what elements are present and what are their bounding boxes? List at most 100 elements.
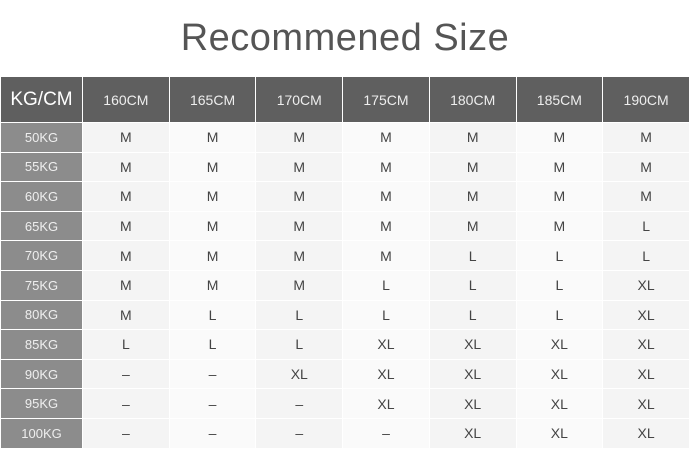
size-cell: XL <box>515 388 604 419</box>
size-cell: M <box>168 269 257 301</box>
size-cell: M <box>342 210 430 242</box>
table-row: 60KG M M M M M M M <box>0 181 690 212</box>
size-cell: M <box>515 181 604 212</box>
size-cell: M <box>515 122 604 153</box>
size-cell: – <box>255 388 344 419</box>
table-row: 95KG – – – XL XL XL XL <box>0 388 690 419</box>
table-row: 55KG M M M M M M M <box>0 151 690 183</box>
size-cell: M <box>342 240 430 271</box>
size-cell: L <box>602 210 690 242</box>
weight-header: 70KG <box>0 240 83 271</box>
size-cell: M <box>82 151 170 183</box>
size-cell: XL <box>428 329 517 360</box>
size-cell: XL <box>428 417 517 449</box>
table-row: 85KG L L L XL XL XL XL <box>0 329 690 360</box>
table-row: 80KG M L L L L L XL <box>0 299 690 331</box>
weight-header: 65KG <box>0 210 83 242</box>
size-cell: M <box>82 269 170 301</box>
size-cell: M <box>255 151 344 183</box>
size-cell: XL <box>602 417 690 449</box>
size-cell: M <box>255 269 344 301</box>
size-cell: XL <box>602 388 690 419</box>
height-header: 180CM <box>428 76 517 123</box>
table-row: 90KG – – XL XL XL XL XL <box>0 358 690 390</box>
size-cell: XL <box>342 388 430 419</box>
size-cell: L <box>602 240 690 271</box>
size-cell: L <box>428 269 517 301</box>
table-row: 50KG M M M M M M M <box>0 122 690 153</box>
size-cell: M <box>602 181 690 212</box>
page-title: Recommened Size <box>180 16 510 59</box>
table-row: 75KG M M M L L L XL <box>0 269 690 301</box>
weight-header: 55KG <box>0 151 83 183</box>
size-cell: M <box>342 122 430 153</box>
size-cell: M <box>168 210 257 242</box>
size-cell: XL <box>602 299 690 331</box>
size-cell: XL <box>602 329 690 360</box>
size-cell: M <box>515 151 604 183</box>
size-cell: L <box>515 269 604 301</box>
size-cell: L <box>82 329 170 360</box>
size-cell: M <box>168 122 257 153</box>
table-row: 70KG M M M M L L L <box>0 240 690 271</box>
size-cell: – <box>342 417 430 449</box>
size-cell: L <box>168 329 257 360</box>
weight-header: 50KG <box>0 122 83 153</box>
size-cell: M <box>82 240 170 271</box>
table-row: 65KG M M M M M M L <box>0 210 690 242</box>
weight-header: 95KG <box>0 388 83 419</box>
size-cell: – <box>82 417 170 449</box>
size-cell: XL <box>428 388 517 419</box>
size-cell: – <box>168 358 257 390</box>
header-row: KG/CM 160CM 165CM 170CM 175CM 180CM 185CM 190C… <box>0 76 690 123</box>
size-cell: L <box>168 299 257 331</box>
size-cell: M <box>602 151 690 183</box>
size-cell: M <box>515 210 604 242</box>
weight-header: 90KG <box>0 358 83 390</box>
weight-header: 85KG <box>0 329 83 360</box>
size-cell: XL <box>428 358 517 390</box>
size-cell: M <box>82 181 170 212</box>
size-cell: – <box>255 417 344 449</box>
size-cell: – <box>82 358 170 390</box>
size-cell: L <box>428 240 517 271</box>
size-cell: XL <box>602 358 690 390</box>
size-chart-table: KG/CM 160CM 165CM 170CM 175CM 180CM 185CM 190C… <box>0 76 690 449</box>
size-cell: XL <box>342 329 430 360</box>
size-cell: M <box>428 181 517 212</box>
size-cell: XL <box>515 417 604 449</box>
size-cell: XL <box>255 358 344 390</box>
size-cell: M <box>255 210 344 242</box>
weight-header: 80KG <box>0 299 83 331</box>
size-cell: M <box>168 240 257 271</box>
table-row: 100KG – – – – XL XL XL <box>0 417 690 449</box>
height-header: 160CM <box>82 76 170 123</box>
size-cell: M <box>255 240 344 271</box>
corner-header: KG/CM <box>0 76 83 123</box>
weight-header: 75KG <box>0 269 83 301</box>
height-header: 185CM <box>515 76 604 123</box>
size-cell: XL <box>602 269 690 301</box>
size-cell: XL <box>342 358 430 390</box>
size-cell: XL <box>515 358 604 390</box>
size-cell: – <box>168 388 257 419</box>
size-cell: M <box>342 151 430 183</box>
height-header: 190CM <box>602 76 690 123</box>
size-cell: M <box>255 122 344 153</box>
size-cell: M <box>255 181 344 212</box>
size-cell: M <box>428 210 517 242</box>
size-cell: L <box>255 299 344 331</box>
height-header: 165CM <box>168 76 257 123</box>
size-cell: M <box>168 181 257 212</box>
size-cell: M <box>82 122 170 153</box>
size-cell: L <box>342 299 430 331</box>
size-cell: M <box>82 299 170 331</box>
size-cell: L <box>515 240 604 271</box>
size-cell: M <box>342 181 430 212</box>
size-cell: L <box>255 329 344 360</box>
size-cell: M <box>428 151 517 183</box>
size-cell: L <box>342 269 430 301</box>
size-cell: L <box>515 299 604 331</box>
size-cell: L <box>428 299 517 331</box>
weight-header: 100KG <box>0 417 83 449</box>
